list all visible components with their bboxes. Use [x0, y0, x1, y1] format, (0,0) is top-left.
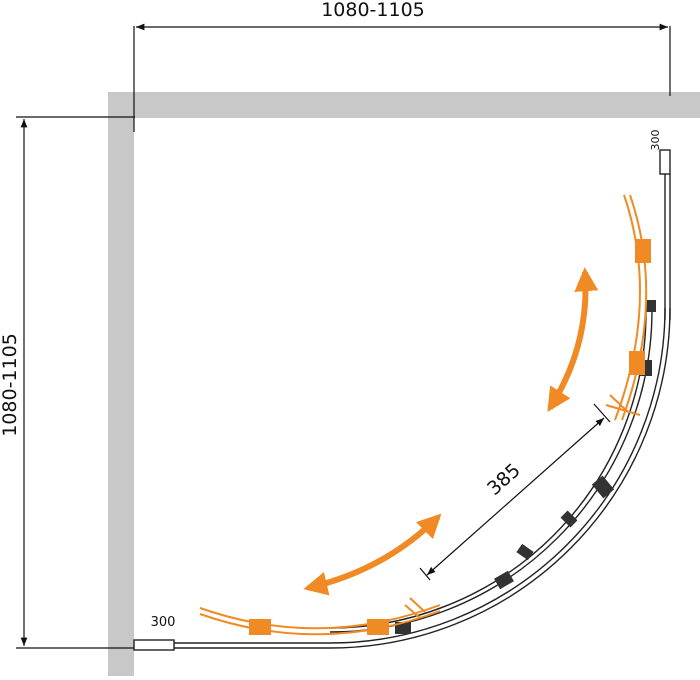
- motion-arrows: [303, 267, 599, 596]
- fittings: [395, 300, 656, 634]
- opening-dimension: [419, 403, 611, 581]
- profile-right-label: 300: [649, 130, 662, 151]
- profile-bottom-label: 300: [151, 615, 176, 630]
- enclosure: [133, 149, 671, 651]
- width-dimension: [133, 23, 671, 132]
- depth-dimension: [16, 116, 135, 649]
- walls: [108, 92, 700, 676]
- depth-label: 1080-1105: [0, 333, 21, 437]
- width-label: 1080-1105: [321, 0, 425, 21]
- open-doors: [199, 194, 651, 636]
